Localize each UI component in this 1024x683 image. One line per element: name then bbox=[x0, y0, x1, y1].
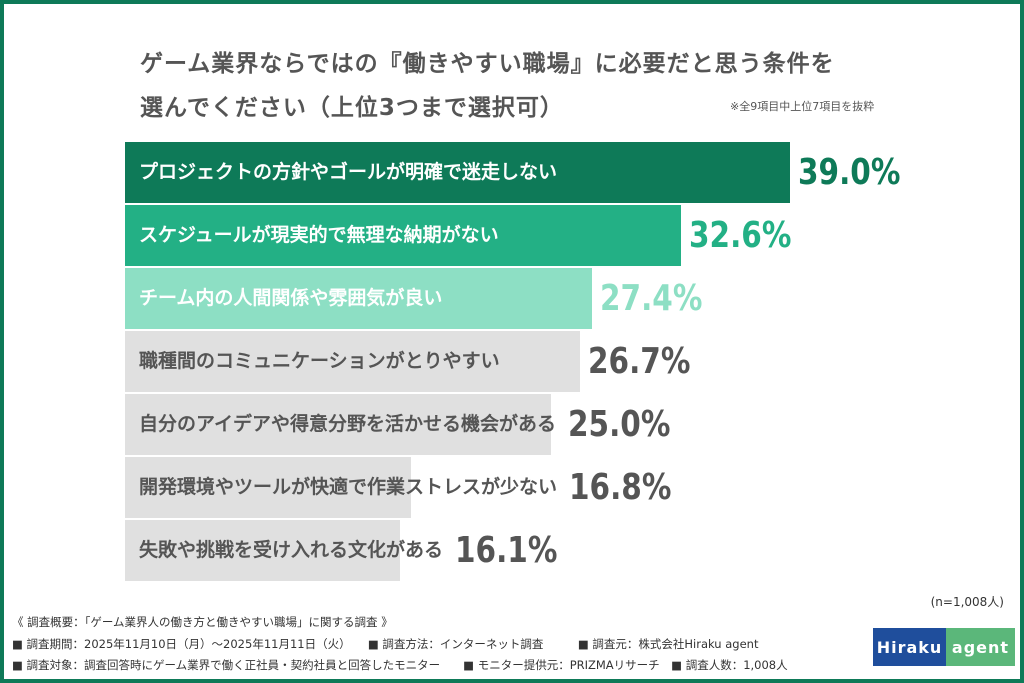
bar: チーム内の人間関係や雰囲気が良い bbox=[125, 268, 593, 329]
value-label: 39.0% bbox=[798, 152, 901, 193]
bar-label: 自分のアイデアや得意分野を活かせる機会がある bbox=[139, 413, 557, 435]
bar-label: 開発環境やツールが快適で作業ストレスが少ない bbox=[139, 476, 558, 498]
logo-right: agent bbox=[946, 628, 1015, 666]
bar-label: チーム内の人間関係や雰囲気が良い bbox=[139, 287, 443, 309]
bar: 開発環境やツールが快適で作業ストレスが少ない bbox=[125, 457, 557, 518]
bar: 失敗や挑戦を受け入れる文化がある bbox=[125, 520, 443, 581]
bar-label: プロジェクトの方針やゴールが明確で迷走しない bbox=[139, 161, 558, 183]
value-label: 27.4% bbox=[600, 278, 703, 319]
value-label: 25.0% bbox=[568, 404, 671, 445]
bar: スケジュールが現実的で無理な納期がない bbox=[125, 205, 681, 266]
value-label: 16.1% bbox=[455, 530, 558, 571]
bar-label: スケジュールが現実的で無理な納期がない bbox=[139, 224, 499, 246]
title-line-1: ゲーム業界ならではの『働きやすい職場』に必要だと思う条件を bbox=[140, 51, 835, 77]
title-line-2: 選んでください（上位3つまで選択可） bbox=[140, 95, 564, 121]
bar-label: 失敗や挑戦を受け入れる文化がある bbox=[139, 539, 444, 561]
chart-title: ゲーム業界ならではの『働きやすい職場』に必要だと思う条件を 選んでください（上位… bbox=[140, 42, 835, 130]
sample-size: (n=1,008人) bbox=[930, 595, 1004, 609]
logo-left: Hiraku bbox=[873, 628, 946, 666]
value-label: 32.6% bbox=[688, 215, 792, 256]
survey-details-1: ■ 調査期間：2025年11月10日（月）～2025年11月11日（火） ■ 調… bbox=[12, 637, 759, 651]
survey-summary-title: 《 調査概要：「ゲーム業界人の働き方と働きやすい職場」に関する調査 》 bbox=[12, 615, 393, 629]
bar: 自分のアイデアや得意分野を活かせる機会がある bbox=[125, 394, 556, 455]
bar-label: 職種間のコミュニケーションがとりやすい bbox=[139, 350, 500, 372]
bar: プロジェクトの方針やゴールが明確で迷走しない bbox=[125, 142, 790, 203]
chart-note: ※全9項目中上位7項目を抜粋 bbox=[730, 100, 875, 113]
bar: 職種間のコミュニケーションがとりやすい bbox=[125, 331, 581, 392]
survey-details-2: ■ 調査対象：調査回答時にゲーム業界で働く正社員・契約社員と回答したモニター ■… bbox=[12, 658, 788, 672]
hiraku-agent-logo: Hiraku agent bbox=[873, 628, 1015, 666]
value-label: 16.8% bbox=[569, 467, 672, 508]
value-label: 26.7% bbox=[588, 341, 691, 382]
